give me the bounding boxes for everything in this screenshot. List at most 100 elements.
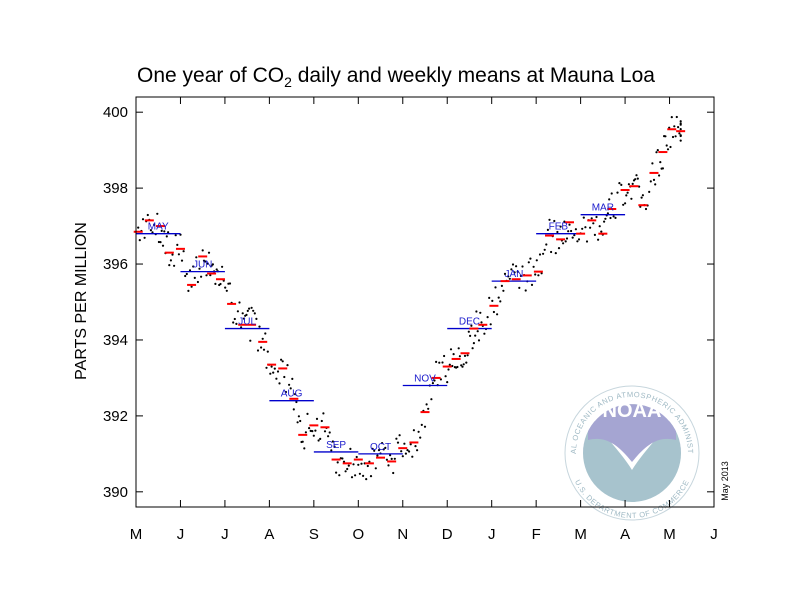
daily-point xyxy=(658,174,661,177)
daily-point xyxy=(538,253,542,256)
daily-point xyxy=(417,430,420,433)
daily-point xyxy=(167,231,170,234)
daily-point xyxy=(228,282,232,285)
daily-point xyxy=(673,125,676,128)
y-tick-label: 392 xyxy=(103,408,128,425)
daily-point xyxy=(537,274,540,277)
daily-point xyxy=(469,334,472,337)
daily-point xyxy=(193,276,196,279)
daily-point xyxy=(425,403,428,406)
daily-point xyxy=(640,196,643,199)
daily-point xyxy=(159,241,162,244)
daily-point xyxy=(535,259,538,262)
daily-point xyxy=(382,448,385,451)
daily-point xyxy=(270,365,273,368)
y-tick-label: 398 xyxy=(103,180,128,197)
daily-point xyxy=(593,233,597,236)
daily-point xyxy=(409,443,412,446)
daily-point xyxy=(322,412,325,415)
daily-point xyxy=(532,265,535,268)
daily-point xyxy=(669,145,672,149)
daily-point xyxy=(185,272,188,276)
daily-point xyxy=(390,457,393,460)
y-tick-label: 396 xyxy=(103,256,128,273)
daily-point xyxy=(652,178,656,181)
daily-point xyxy=(443,354,446,358)
daily-point xyxy=(441,361,444,364)
daily-point xyxy=(635,174,638,177)
daily-point xyxy=(389,454,392,457)
daily-point xyxy=(577,238,581,241)
daily-point xyxy=(404,452,407,455)
daily-point xyxy=(165,235,168,238)
daily-point xyxy=(312,434,315,437)
daily-point xyxy=(679,122,682,125)
daily-point xyxy=(508,277,511,280)
daily-point xyxy=(146,213,149,217)
daily-point xyxy=(581,227,584,230)
daily-point xyxy=(232,321,235,324)
daily-point xyxy=(295,400,298,404)
daily-point xyxy=(589,226,592,229)
daily-point xyxy=(341,457,344,460)
daily-point xyxy=(387,464,390,467)
daily-point xyxy=(636,177,639,180)
plot-frame xyxy=(135,96,715,508)
y-axis-label: PARTS PER MILLION xyxy=(73,222,90,380)
daily-point xyxy=(659,161,662,164)
daily-point xyxy=(565,237,569,240)
x-tick-label: M xyxy=(574,526,587,543)
daily-point xyxy=(576,240,579,243)
daily-point xyxy=(585,240,589,243)
daily-point xyxy=(177,253,180,256)
daily-point xyxy=(431,382,434,385)
daily-point xyxy=(255,317,258,320)
daily-point xyxy=(163,230,166,233)
daily-point xyxy=(462,363,465,366)
x-tick-label: J xyxy=(221,526,229,543)
daily-point xyxy=(176,243,179,246)
daily-point xyxy=(540,272,543,275)
y-tick-label: 390 xyxy=(103,484,128,501)
chart-title: One year of CO2 daily and weekly means a… xyxy=(137,64,655,90)
daily-point xyxy=(612,215,615,218)
daily-point xyxy=(408,450,411,453)
daily-point xyxy=(620,183,623,186)
daily-point xyxy=(567,230,570,233)
daily-point xyxy=(610,192,613,195)
x-tick-label: D xyxy=(442,526,453,543)
daily-point xyxy=(315,417,319,420)
x-tick-label: J xyxy=(710,526,718,543)
daily-point xyxy=(574,228,578,231)
daily-point xyxy=(679,134,682,137)
daily-point xyxy=(296,421,299,424)
daily-point xyxy=(604,217,607,220)
date-stamp: May 2013 xyxy=(720,461,730,501)
daily-point xyxy=(373,449,376,452)
daily-point xyxy=(355,455,358,459)
daily-point xyxy=(204,260,207,263)
daily-point xyxy=(252,309,255,312)
daily-point xyxy=(527,261,530,264)
x-tick-label: A xyxy=(620,526,630,543)
daily-point xyxy=(412,429,415,432)
daily-point xyxy=(308,427,311,430)
daily-point xyxy=(225,289,228,292)
daily-point xyxy=(618,182,621,185)
daily-point xyxy=(630,197,633,200)
daily-point xyxy=(269,372,272,375)
x-tick-label: M xyxy=(130,526,143,543)
daily-point xyxy=(406,449,409,452)
month-label: MAR xyxy=(592,203,614,214)
daily-point xyxy=(641,194,645,197)
daily-point xyxy=(563,220,566,223)
daily-point xyxy=(333,445,336,448)
daily-point xyxy=(403,442,406,445)
daily-point xyxy=(331,440,334,443)
daily-point xyxy=(634,178,637,181)
daily-point xyxy=(304,431,307,434)
daily-point xyxy=(169,259,172,262)
daily-point xyxy=(184,274,187,278)
daily-point xyxy=(400,450,403,453)
